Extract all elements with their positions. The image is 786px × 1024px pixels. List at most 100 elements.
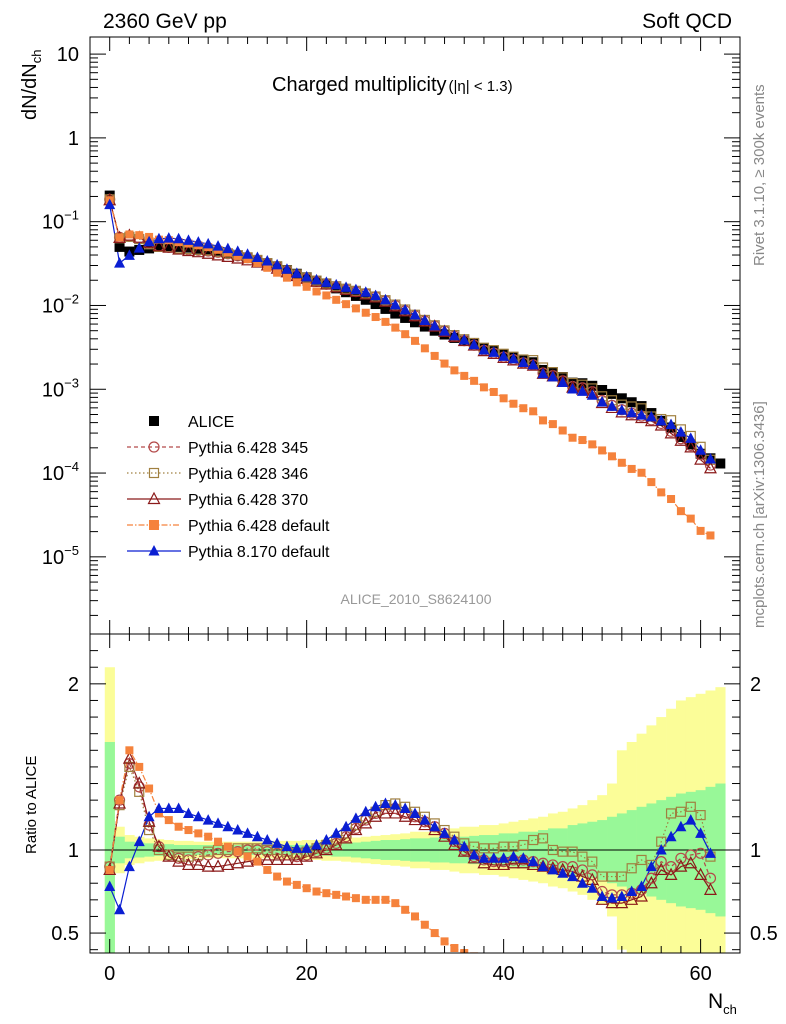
main-point-p6def xyxy=(696,526,705,535)
ratio-point-p6def xyxy=(549,972,557,980)
main-point-p6def xyxy=(509,399,518,408)
main-point-p8def xyxy=(222,242,234,254)
ratio-point-p346 xyxy=(606,871,618,882)
legend-marker-p6def xyxy=(149,520,159,530)
main-point-p8def xyxy=(448,329,460,341)
alice-point xyxy=(370,299,381,310)
main-point-p6def xyxy=(450,366,459,375)
ratio-point-p6def xyxy=(361,895,370,904)
ratio-point-p8def xyxy=(281,840,293,852)
ratio-point-p370 xyxy=(359,816,373,829)
ratio-point-p8def xyxy=(429,820,441,832)
ratio-point-p346 xyxy=(537,833,549,844)
ratio-y-tick-label-right: 1 xyxy=(750,840,761,862)
ratio-point-p8def xyxy=(695,827,707,838)
ratio-point-p346 xyxy=(134,786,145,797)
main-point-p8def xyxy=(626,406,638,418)
ratio-y-tick-label: 1 xyxy=(68,840,79,862)
ratio-point-p6def xyxy=(578,977,586,985)
x-axis-title-text: N xyxy=(708,990,723,1013)
ratio-point-p6def xyxy=(420,920,429,929)
ratio-point-p370 xyxy=(172,854,186,867)
ratio-point-p6def xyxy=(657,989,665,997)
ratio-data-layer xyxy=(103,746,717,999)
ratio-point-p345 xyxy=(675,852,687,864)
main-point-p8def xyxy=(163,232,175,243)
legend-label-p346: Pythia 6.428 346 xyxy=(188,466,308,483)
ratio-point-p6def xyxy=(243,852,252,861)
main-point-p6def xyxy=(686,514,695,523)
main-point-p8def xyxy=(173,232,185,244)
main-point-p6def xyxy=(381,317,390,326)
ratio-point-p346 xyxy=(528,834,539,846)
main-point-p6def xyxy=(558,426,567,435)
main-point-p8def xyxy=(645,410,657,422)
main-point-p8def xyxy=(281,263,293,274)
main-y-tick-label-exponent: −1 xyxy=(64,208,79,223)
main-point-p6def xyxy=(253,258,262,267)
ratio-point-p8def xyxy=(399,802,411,813)
main-point-p8def xyxy=(419,314,431,326)
main-point-p8def xyxy=(498,350,510,361)
ratio-point-p346 xyxy=(665,808,677,819)
ratio-point-p8def xyxy=(685,814,697,825)
main-point-p8def xyxy=(655,414,667,426)
ratio-point-p346 xyxy=(597,871,608,882)
ratio-point-p6def xyxy=(263,865,272,874)
ratio-y-tick-label: 0.5 xyxy=(51,923,79,945)
main-point-p6def xyxy=(539,416,548,425)
main-point-p8def xyxy=(291,267,303,278)
main-point-p6def xyxy=(460,371,469,380)
main-point-p6def xyxy=(598,446,607,455)
ratio-point-p370 xyxy=(231,855,245,869)
main-point-p8def xyxy=(232,245,244,256)
legend-label-p6def: Pythia 6.428 default xyxy=(188,518,330,535)
main-point-p6def xyxy=(302,282,311,291)
main-point-p8def xyxy=(665,418,677,430)
x-axis-title-sub: ch xyxy=(723,1002,737,1017)
ratio-point-p6def xyxy=(480,956,488,964)
ratio-point-p370 xyxy=(487,857,501,871)
ratio-panel-frame xyxy=(89,633,741,954)
legend-label-alice: ALICE xyxy=(188,414,234,431)
main-y-tick-label: 10−2 xyxy=(42,291,79,317)
main-point-p6def xyxy=(489,387,498,396)
ratio-point-p370 xyxy=(181,857,195,871)
alice-point xyxy=(390,308,401,319)
ratio-point-p8def xyxy=(330,827,342,838)
main-point-p6def xyxy=(607,452,616,461)
ratio-point-p8def xyxy=(704,847,716,858)
main-point-p6def xyxy=(568,433,577,442)
ratio-point-p6def xyxy=(470,952,479,953)
x-tick-label: 0 xyxy=(104,963,115,985)
main-point-p8def xyxy=(675,426,687,437)
main-point-p8def xyxy=(370,289,382,301)
main-y-tick-label-exponent: −5 xyxy=(64,543,79,558)
ratio-point-p370 xyxy=(201,859,215,872)
main-point-p6def xyxy=(391,323,400,332)
main-point-p8def xyxy=(153,232,165,244)
main-point-p6def xyxy=(617,458,626,467)
ratio-point-p370 xyxy=(270,852,284,866)
ratio-point-p6def xyxy=(638,986,646,994)
main-y-tick-label-exponent: −2 xyxy=(64,291,79,306)
legend-marker-p8def xyxy=(148,545,160,556)
main-y-tick-label-mantissa: 1 xyxy=(68,128,79,150)
legend-label-p370: Pythia 6.428 370 xyxy=(188,492,308,509)
ratio-point-p8def xyxy=(251,830,263,842)
main-title-text: Charged multiplicity xyxy=(272,74,447,96)
ratio-point-p8def xyxy=(586,882,598,893)
ratio-point-p8def xyxy=(517,852,529,863)
ratio-point-p370 xyxy=(388,806,402,819)
ratio-point-p8def xyxy=(311,839,323,850)
main-point-p8def xyxy=(439,325,451,336)
ratio-point-p370 xyxy=(644,875,658,889)
main-y-tick-label: 10−3 xyxy=(42,375,79,401)
alice-point xyxy=(616,393,627,404)
ratio-point-p8def xyxy=(606,892,618,903)
ratio-point-p345 xyxy=(576,864,589,876)
ratio-point-p370 xyxy=(674,859,688,872)
ratio-point-p8def xyxy=(645,860,657,872)
ratio-point-p6def xyxy=(677,991,685,999)
